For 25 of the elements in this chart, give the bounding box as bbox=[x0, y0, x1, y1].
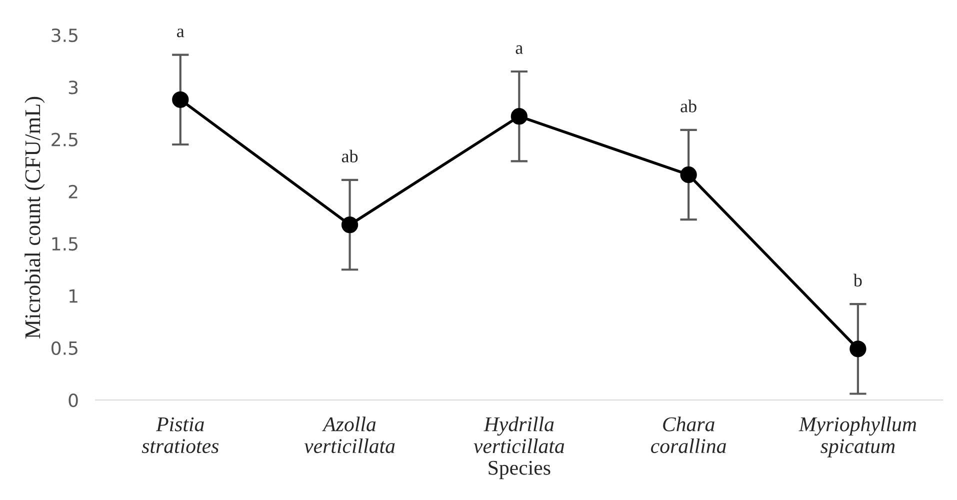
x-tick-label: Azolla verticillata bbox=[304, 416, 395, 454]
y-tick-label: 0.5 bbox=[52, 341, 78, 355]
y-tick-label: 1.5 bbox=[52, 237, 78, 251]
annotation: a bbox=[516, 45, 523, 54]
x-tick-label: Pistia stratiotes bbox=[142, 417, 219, 454]
y-tick-label: 2 bbox=[68, 184, 78, 198]
annotation: ab bbox=[680, 100, 696, 112]
x-axis-title: Species bbox=[488, 460, 550, 480]
point bbox=[680, 166, 697, 184]
annotation: ab bbox=[342, 150, 358, 162]
annotation: b bbox=[853, 274, 862, 286]
y-axis-title: Microbial count (CFU/mL) bbox=[24, 96, 45, 338]
x-tick-label: Hydrilla verticillata bbox=[474, 416, 564, 454]
y-tick-label: 3 bbox=[68, 80, 78, 94]
x-tick-label: Chara corallina bbox=[651, 416, 726, 454]
y-tick-label: 1 bbox=[70, 289, 78, 303]
x-tick-label: Myriophyllum spicatum bbox=[798, 416, 916, 458]
point bbox=[341, 216, 358, 234]
y-tick-label: 3.5 bbox=[52, 28, 78, 42]
y-tick-label: 0 bbox=[68, 393, 78, 408]
annotation: a bbox=[177, 28, 184, 38]
y-tick-label: 2.5 bbox=[52, 132, 78, 146]
point bbox=[850, 340, 866, 358]
point bbox=[510, 108, 528, 125]
point bbox=[172, 91, 189, 108]
